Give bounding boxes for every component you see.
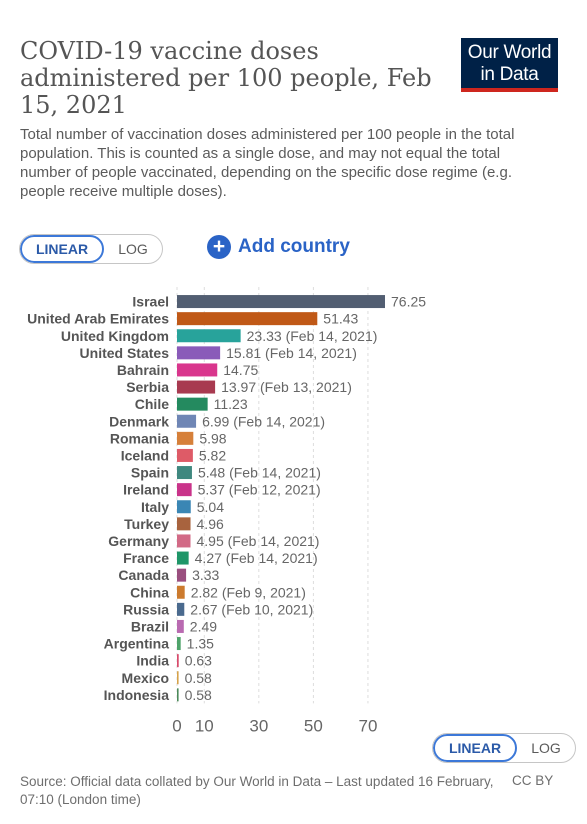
value-label: 0.58 <box>185 687 212 703</box>
category-label: Brazil <box>131 618 169 634</box>
log-scale-button[interactable]: LOG <box>118 241 148 257</box>
category-label: China <box>130 584 169 600</box>
category-label: Ireland <box>123 482 169 498</box>
value-label: 76.25 <box>391 294 426 310</box>
bar <box>177 431 194 445</box>
scale-toggle-top: LINEAR LOG <box>19 234 163 264</box>
logo-red-bar <box>461 88 558 92</box>
value-label: 5.04 <box>197 499 224 515</box>
category-label: Turkey <box>124 516 169 532</box>
value-label: 6.99 (Feb 14, 2021) <box>202 413 325 429</box>
bar <box>177 671 179 685</box>
source-note: Source: Official data collated by Our Wo… <box>20 774 494 807</box>
x-tick-label: 0 <box>172 716 181 735</box>
category-label: Iceland <box>121 447 169 463</box>
bar <box>177 380 216 394</box>
value-label: 4.95 (Feb 14, 2021) <box>197 533 320 549</box>
x-tick-label: 10 <box>195 716 214 735</box>
value-label: 0.58 <box>185 670 212 686</box>
category-label: United Kingdom <box>61 328 169 344</box>
bar <box>177 483 192 497</box>
chart-subtitle: Total number of vaccination doses admini… <box>20 126 515 200</box>
bar <box>177 329 241 343</box>
value-label: 13.97 (Feb 13, 2021) <box>221 379 352 395</box>
category-label: Bahrain <box>117 362 169 378</box>
category-label: Serbia <box>126 379 169 395</box>
scale-toggle-bottom: LINEAR LOG <box>432 733 576 763</box>
bar <box>177 466 192 480</box>
bar <box>177 517 191 531</box>
bar <box>177 551 189 565</box>
logo-line-1: Our World <box>467 42 552 63</box>
add-country-button[interactable]: + Add country <box>207 235 350 259</box>
value-label: 5.98 <box>199 430 226 446</box>
value-label: 11.23 <box>214 396 248 412</box>
bar <box>177 637 181 651</box>
category-label: Romania <box>110 430 169 446</box>
add-country-label: Add country <box>238 236 350 257</box>
linear-axis-button[interactable]: LINEAR <box>433 734 517 762</box>
bar-chart: 0 10 30 50 70 Israel 76.25 United Arab Emirates… <box>27 287 426 735</box>
value-label: 5.82 <box>199 447 226 463</box>
category-label: Mexico <box>122 670 169 686</box>
value-label: 5.48 (Feb 14, 2021) <box>198 465 321 481</box>
value-label: 15.81 (Feb 14, 2021) <box>226 345 357 361</box>
value-label: 0.63 <box>185 653 212 669</box>
linear-scale-button[interactable]: LINEAR <box>20 235 104 263</box>
value-label: 2.82 (Feb 9, 2021) <box>191 584 306 600</box>
bar <box>177 568 187 582</box>
x-tick-label: 70 <box>358 716 377 735</box>
value-label: 3.33 <box>192 567 219 583</box>
logo-line-2: in Data <box>480 64 539 85</box>
bar <box>177 688 179 702</box>
bar <box>177 500 191 514</box>
category-label: United States <box>80 345 170 361</box>
value-label: 23.33 (Feb 14, 2021) <box>247 328 378 344</box>
category-label: Chile <box>135 396 169 412</box>
bar <box>177 346 221 360</box>
category-label: Russia <box>123 601 169 617</box>
value-label: 2.67 (Feb 10, 2021) <box>190 601 313 617</box>
value-label: 1.35 <box>187 636 214 652</box>
log-axis-button[interactable]: LOG <box>531 740 561 756</box>
bar <box>177 619 184 633</box>
bar <box>177 602 185 616</box>
x-tick-label: 30 <box>249 716 268 735</box>
category-label: Denmark <box>109 413 169 429</box>
category-label: Canada <box>118 567 169 583</box>
category-label: Germany <box>108 533 169 549</box>
category-label: Indonesia <box>104 687 170 703</box>
plus-circle-icon: + <box>207 235 231 259</box>
license-link[interactable]: CC BY <box>512 773 554 788</box>
owid-logo[interactable]: Our World in Data <box>461 38 558 92</box>
chart-title: COVID-19 vaccine doses administered per … <box>20 37 432 119</box>
value-label: 4.27 (Feb 14, 2021) <box>195 550 318 566</box>
category-label: India <box>136 653 169 669</box>
category-label: United Arab Emirates <box>27 311 169 327</box>
category-label: Spain <box>131 465 169 481</box>
category-label: Argentina <box>104 636 170 652</box>
bar <box>177 295 385 309</box>
bar <box>177 414 197 428</box>
bar <box>177 397 208 411</box>
value-label: 5.37 (Feb 12, 2021) <box>198 482 321 498</box>
bar <box>177 585 185 599</box>
bar <box>177 363 218 377</box>
category-label: France <box>123 550 169 566</box>
bar <box>177 534 191 548</box>
value-label: 4.96 <box>197 516 224 532</box>
bar <box>177 654 179 668</box>
value-label: 2.49 <box>190 618 217 634</box>
value-label: 51.43 <box>323 311 358 327</box>
bar <box>177 448 193 462</box>
category-label: Italy <box>141 499 169 515</box>
bar <box>177 312 318 326</box>
x-tick-label: 50 <box>304 716 323 735</box>
value-label: 14.75 <box>223 362 258 378</box>
category-label: Israel <box>132 294 169 310</box>
